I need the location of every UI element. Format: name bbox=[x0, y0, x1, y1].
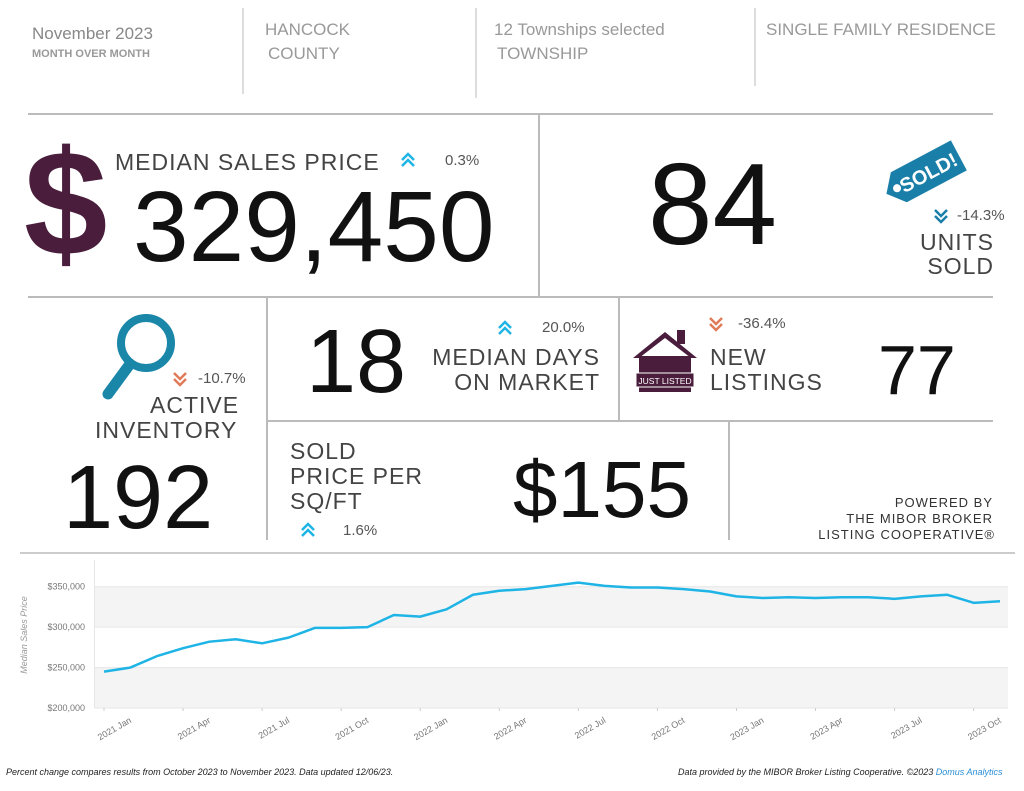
kpi-value: 77 bbox=[878, 331, 956, 409]
brand-link[interactable]: Domus Analytics bbox=[935, 767, 1003, 777]
separator bbox=[28, 113, 993, 115]
kpi-value: 192 bbox=[63, 448, 214, 548]
y-tick-label: $200,000 bbox=[47, 703, 85, 713]
kpi-value: 329,450 bbox=[133, 171, 495, 283]
down-arrow bbox=[709, 317, 723, 332]
band bbox=[95, 560, 1008, 587]
separator bbox=[266, 297, 268, 540]
x-tick-label: 2021 Oct bbox=[334, 715, 371, 742]
x-tick-label: 2021 Jul bbox=[257, 715, 291, 741]
source-text: Data provided by the MIBOR Broker Listin… bbox=[678, 767, 936, 777]
kpi-label: PRICE PER bbox=[290, 463, 423, 489]
x-tick-label: 2021 Apr bbox=[176, 715, 212, 742]
magnifier-icon bbox=[102, 314, 175, 400]
x-tick-label: 2021 Jan bbox=[96, 715, 133, 742]
kpi-change: 20.0% bbox=[542, 319, 585, 336]
kpi-change: -14.3% bbox=[957, 207, 1005, 224]
kpi-value: 18 bbox=[306, 312, 407, 412]
separator bbox=[20, 552, 1015, 554]
kpi-label: SOLD bbox=[927, 253, 994, 279]
down-arrow bbox=[173, 372, 187, 387]
x-tick-label: 2022 Apr bbox=[492, 715, 528, 742]
kpi-change: 0.3% bbox=[445, 152, 480, 169]
property-type: SINGLE FAMILY RESIDENCE bbox=[766, 20, 996, 39]
area-line2: COUNTY bbox=[268, 44, 340, 63]
x-tick-label: 2022 Oct bbox=[650, 715, 687, 742]
x-tick-label: 2023 Oct bbox=[966, 715, 1003, 742]
kpi-label: MEDIAN DAYS bbox=[432, 344, 600, 370]
kpi-label: INVENTORY bbox=[95, 417, 238, 443]
comparison: MONTH OVER MONTH bbox=[32, 48, 150, 60]
kpi-change: 1.6% bbox=[343, 522, 378, 539]
kpi-change: -10.7% bbox=[198, 370, 246, 387]
x-tick-label: 2022 Jul bbox=[573, 715, 607, 741]
area-line1: HANCOCK bbox=[265, 20, 351, 39]
kpi-label: NEW bbox=[710, 344, 767, 370]
y-tick-label: $250,000 bbox=[47, 663, 85, 673]
divider bbox=[475, 8, 477, 98]
line-chart: Median Sales Price $200,000 $250,000 $300,… bbox=[19, 560, 1008, 742]
footer-source: Data provided by the MIBOR Broker Listin… bbox=[678, 767, 1002, 777]
x-tick-label: 2023 Jul bbox=[889, 715, 923, 741]
divider bbox=[754, 8, 756, 86]
townships: 12 Townships selected bbox=[494, 20, 665, 39]
kpi-change: -36.4% bbox=[738, 315, 786, 332]
kpi-value: 84 bbox=[648, 139, 778, 269]
down-arrow bbox=[934, 209, 948, 224]
x-tick-label: 2022 Jan bbox=[412, 715, 449, 742]
powered-by: LISTING COOPERATIVE® bbox=[818, 527, 995, 542]
kpi-label: ON MARKET bbox=[454, 369, 600, 395]
divider bbox=[242, 8, 244, 94]
house-icon: JUST LISTED bbox=[633, 330, 697, 392]
band bbox=[95, 586, 1008, 628]
kpi-label: MEDIAN SALES PRICE bbox=[115, 149, 380, 175]
x-tick-label: 2023 Jan bbox=[728, 715, 765, 742]
kpi-label: SOLD bbox=[290, 438, 357, 464]
up-arrow bbox=[401, 152, 415, 167]
icon-text: JUST LISTED bbox=[638, 376, 691, 386]
kpi-label: UNITS bbox=[920, 229, 994, 255]
kpi-label: SQ/FT bbox=[290, 488, 363, 514]
up-arrow bbox=[301, 522, 315, 537]
x-tick-label: 2023 Apr bbox=[808, 715, 844, 742]
powered-by: THE MIBOR BROKER bbox=[846, 511, 993, 526]
township-label: TOWNSHIP bbox=[497, 44, 589, 63]
kpi-label: ACTIVE bbox=[150, 392, 240, 418]
period: November 2023 bbox=[32, 24, 153, 43]
separator bbox=[28, 296, 993, 298]
band bbox=[95, 667, 1008, 708]
series-line bbox=[103, 581, 1001, 673]
kpi-value: $155 bbox=[513, 445, 691, 534]
sold-tag-icon: SOLD! bbox=[886, 140, 967, 203]
kpi-label: LISTINGS bbox=[710, 369, 823, 395]
dollar-icon: $ bbox=[24, 119, 108, 287]
y-axis-label: Median Sales Price bbox=[19, 596, 29, 674]
separator bbox=[618, 297, 620, 421]
footer-note: Percent change compares results from Oct… bbox=[6, 767, 394, 777]
up-arrow bbox=[498, 320, 512, 335]
powered-by: POWERED BY bbox=[894, 495, 993, 510]
separator bbox=[728, 421, 730, 540]
band bbox=[95, 627, 1008, 668]
separator bbox=[538, 113, 540, 297]
y-tick-label: $300,000 bbox=[47, 622, 85, 632]
y-tick-label: $350,000 bbox=[47, 582, 85, 592]
separator bbox=[267, 420, 993, 422]
